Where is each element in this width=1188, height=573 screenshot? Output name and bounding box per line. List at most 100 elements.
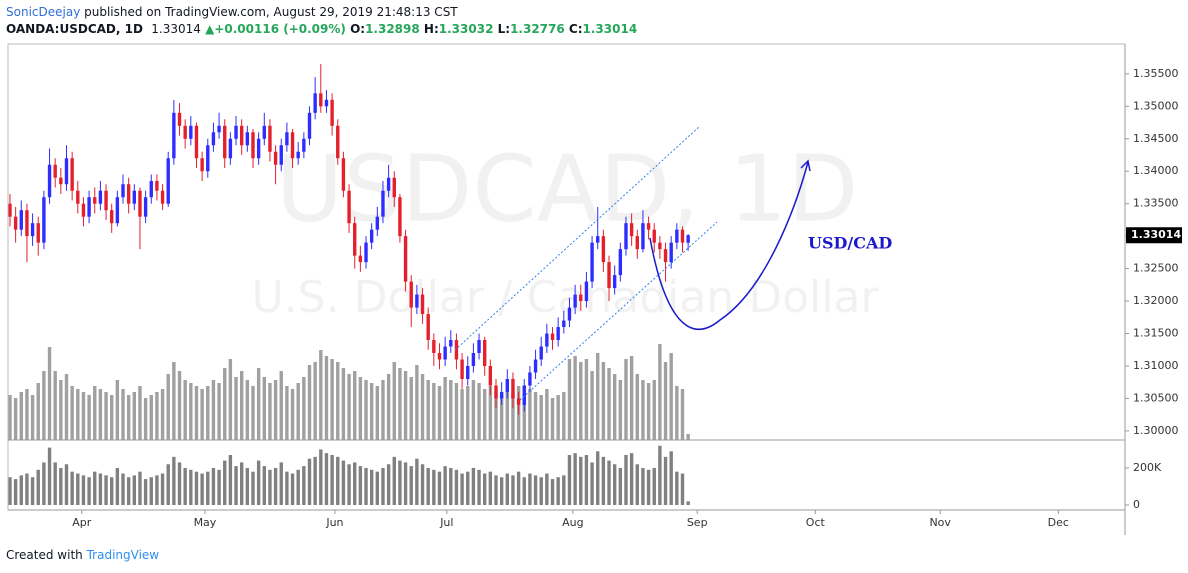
volume-overlay: [223, 368, 227, 440]
candle-body: [262, 125, 266, 139]
volume-bar: [499, 477, 504, 505]
volume-overlay: [432, 383, 436, 440]
volume-bar: [70, 471, 74, 505]
volume-bar: [336, 456, 340, 505]
volume-bar: [319, 449, 323, 505]
volume-bar: [160, 473, 165, 505]
candle-body: [172, 112, 176, 159]
volume-bar: [132, 475, 137, 505]
volume-overlay: [296, 383, 300, 440]
y-tick-label: 1.35500: [1133, 67, 1179, 80]
volume-overlay: [483, 389, 487, 440]
candle-body: [160, 190, 165, 204]
candle-body: [381, 190, 385, 217]
candle-body: [386, 177, 391, 191]
volume-bar: [262, 466, 266, 505]
volume-overlay: [562, 392, 566, 440]
volume-bar: [36, 469, 40, 505]
candle-body: [449, 340, 453, 347]
volume-overlay: [149, 395, 153, 440]
brand[interactable]: TradingView: [86, 548, 160, 562]
volume-overlay: [601, 362, 606, 440]
volume-bar: [239, 462, 244, 505]
l-val: 1.32776: [510, 22, 565, 36]
annotation: USD/CAD: [808, 234, 892, 253]
candle-body: [488, 365, 493, 386]
candle-body: [494, 385, 498, 399]
candle-body: [669, 242, 673, 263]
volume-overlay: [336, 362, 340, 440]
candle-body: [607, 262, 611, 289]
candle-body: [499, 391, 504, 399]
author[interactable]: SonicDeejay: [6, 5, 81, 19]
volume-bar: [443, 466, 447, 505]
volume-overlay: [567, 359, 572, 440]
volume-overlay: [70, 386, 74, 440]
candle-body: [369, 229, 374, 243]
volume-overlay: [375, 386, 380, 440]
volume-bar: [200, 473, 204, 505]
last: 1.33014: [151, 22, 201, 36]
volume-overlay: [533, 392, 538, 440]
volume-overlay: [256, 368, 261, 440]
volume-bar: [143, 479, 148, 505]
volume-bar: [607, 460, 611, 505]
volume-overlay: [471, 380, 476, 440]
volume-bar: [454, 469, 459, 505]
volume-overlay: [93, 386, 97, 440]
volume-overlay: [528, 389, 532, 440]
frame: [7, 43, 1126, 511]
volume-overlay: [126, 395, 131, 440]
arrow: ▲: [205, 22, 215, 36]
y-tick-label: 1.32500: [1133, 262, 1179, 275]
candle-body: [341, 158, 346, 191]
candle-body: [93, 197, 97, 204]
volume-overlay: [143, 398, 148, 440]
volume-overlay: [488, 386, 493, 440]
candle-body: [641, 223, 645, 250]
candle-body: [126, 184, 131, 204]
volume-overlay: [19, 392, 23, 440]
volume-overlay: [494, 392, 498, 440]
candle-body: [177, 112, 182, 126]
volume-overlay: [522, 395, 526, 440]
volume-overlay: [206, 386, 210, 440]
volume-bar: [93, 471, 97, 505]
candle-body: [132, 190, 137, 204]
candle-body: [516, 398, 521, 405]
volume-bar: [618, 467, 623, 505]
volume-bar: [47, 447, 52, 505]
candle-body: [353, 223, 357, 256]
c: C:: [568, 22, 583, 36]
volume-bar: [8, 477, 12, 505]
candle-body: [545, 333, 549, 347]
volume-overlay: [669, 353, 673, 440]
volume-bar: [494, 475, 498, 505]
volume-overlay: [121, 389, 125, 440]
candle-body: [183, 125, 187, 139]
volume-overlay: [686, 434, 690, 440]
volume-overlay: [211, 380, 216, 440]
volume-bar: [313, 456, 317, 505]
volume-bar: [550, 479, 555, 505]
volume-overlay: [245, 380, 250, 440]
change: +0.00116 (+0.09%): [214, 22, 346, 36]
volume-bar: [166, 464, 170, 505]
volume-bar: [579, 456, 583, 505]
candle-body: [652, 229, 656, 243]
volume-bar: [25, 473, 29, 505]
volume-bar: [189, 469, 193, 505]
x-tick-label: Dec: [1048, 516, 1069, 529]
volume-bar: [562, 475, 566, 505]
volume-bar: [612, 464, 617, 505]
volume-overlay: [200, 389, 204, 440]
candle-body: [505, 378, 509, 392]
volume-overlay: [584, 359, 589, 440]
volume-overlay: [426, 380, 430, 440]
h: H:: [423, 22, 439, 36]
volume-overlay: [53, 371, 57, 440]
volume-bar: [228, 455, 233, 505]
volume-bar: [663, 456, 668, 505]
volume-overlay: [166, 374, 170, 440]
candle-body: [596, 236, 600, 243]
